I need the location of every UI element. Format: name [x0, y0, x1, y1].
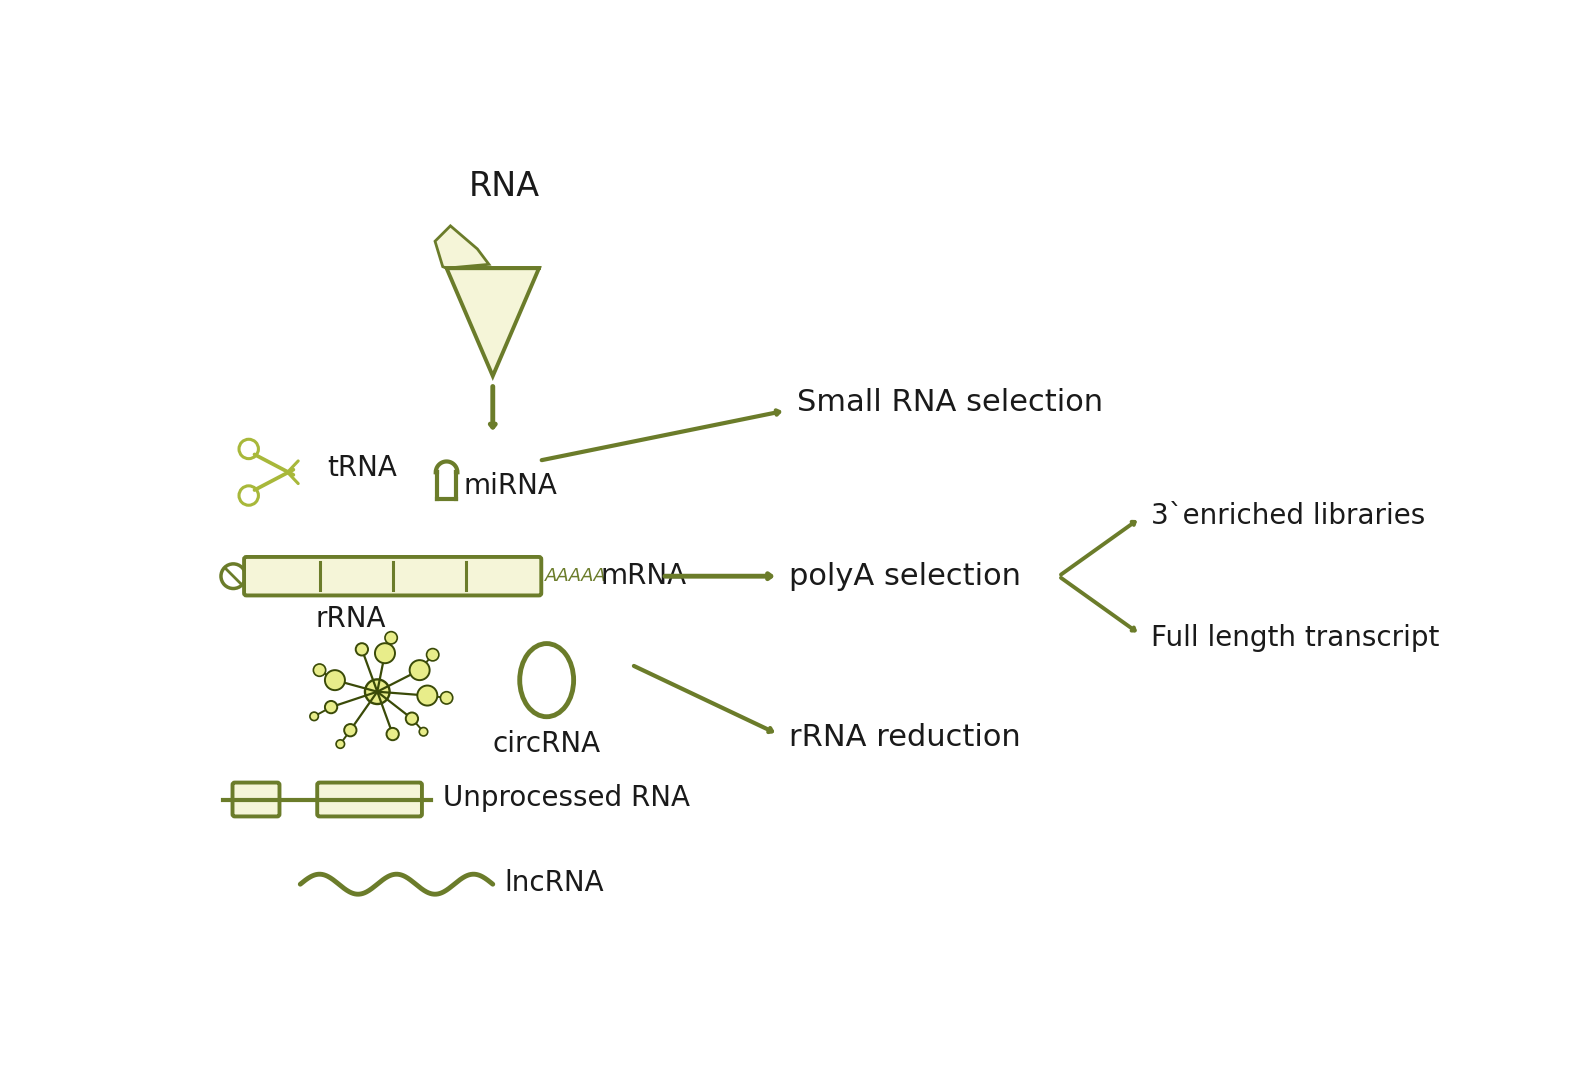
- Circle shape: [364, 679, 389, 704]
- Circle shape: [309, 712, 319, 720]
- Text: tRNA: tRNA: [327, 455, 397, 483]
- Text: 3`enriched libraries: 3`enriched libraries: [1151, 502, 1426, 530]
- Circle shape: [419, 728, 427, 735]
- Circle shape: [418, 686, 438, 705]
- Text: polyA selection: polyA selection: [790, 562, 1020, 591]
- Text: mRNA: mRNA: [601, 563, 686, 590]
- Text: circRNA: circRNA: [493, 730, 601, 758]
- Circle shape: [441, 691, 452, 704]
- Text: rRNA reduction: rRNA reduction: [790, 724, 1020, 753]
- Circle shape: [427, 649, 440, 661]
- Circle shape: [356, 644, 367, 656]
- Polygon shape: [446, 268, 539, 376]
- Circle shape: [405, 713, 418, 725]
- Text: rRNA: rRNA: [316, 605, 386, 633]
- Circle shape: [325, 701, 338, 713]
- Circle shape: [410, 660, 430, 680]
- FancyBboxPatch shape: [232, 783, 279, 816]
- Polygon shape: [435, 226, 488, 268]
- Circle shape: [385, 632, 397, 644]
- Circle shape: [314, 664, 325, 676]
- FancyBboxPatch shape: [243, 557, 542, 595]
- Circle shape: [336, 740, 344, 748]
- Circle shape: [344, 724, 356, 737]
- Circle shape: [325, 670, 345, 690]
- Text: Small RNA selection: Small RNA selection: [798, 389, 1104, 418]
- FancyBboxPatch shape: [317, 783, 422, 816]
- Text: RNA: RNA: [469, 170, 540, 203]
- Text: Unprocessed RNA: Unprocessed RNA: [443, 784, 689, 812]
- Text: Full length transcript: Full length transcript: [1151, 624, 1440, 652]
- Text: miRNA: miRNA: [463, 472, 557, 500]
- Circle shape: [386, 728, 399, 740]
- Circle shape: [375, 644, 396, 663]
- Text: lncRNA: lncRNA: [504, 868, 604, 896]
- Text: AAAAA: AAAAA: [545, 567, 608, 585]
